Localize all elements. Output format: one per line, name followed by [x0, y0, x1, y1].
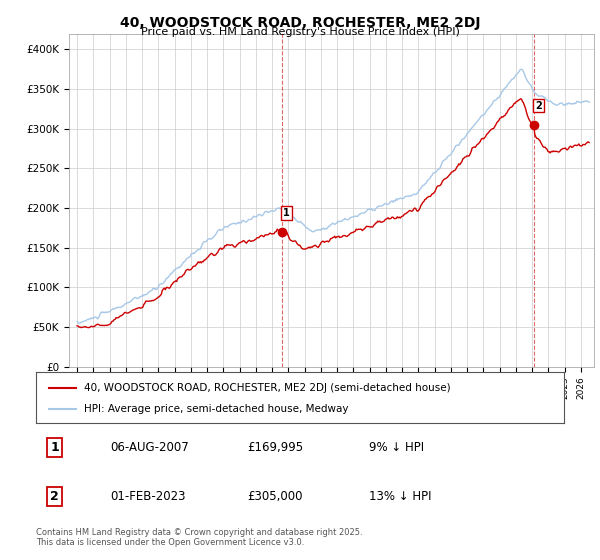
- Text: 40, WOODSTOCK ROAD, ROCHESTER, ME2 2DJ (semi-detached house): 40, WOODSTOCK ROAD, ROCHESTER, ME2 2DJ (…: [83, 382, 450, 393]
- Text: 40, WOODSTOCK ROAD, ROCHESTER, ME2 2DJ: 40, WOODSTOCK ROAD, ROCHESTER, ME2 2DJ: [120, 16, 480, 30]
- Text: 2: 2: [50, 489, 59, 503]
- Text: HPI: Average price, semi-detached house, Medway: HPI: Average price, semi-detached house,…: [83, 404, 348, 414]
- Text: 13% ↓ HPI: 13% ↓ HPI: [368, 489, 431, 503]
- Text: 2: 2: [535, 101, 542, 110]
- Text: Contains HM Land Registry data © Crown copyright and database right 2025.
This d: Contains HM Land Registry data © Crown c…: [36, 528, 362, 547]
- Text: 06-AUG-2007: 06-AUG-2007: [110, 441, 188, 454]
- Text: 9% ↓ HPI: 9% ↓ HPI: [368, 441, 424, 454]
- Text: 1: 1: [283, 208, 290, 218]
- Text: £305,000: £305,000: [247, 489, 303, 503]
- Text: 01-FEB-2023: 01-FEB-2023: [110, 489, 185, 503]
- Text: 1: 1: [50, 441, 59, 454]
- Text: £169,995: £169,995: [247, 441, 304, 454]
- Text: Price paid vs. HM Land Registry's House Price Index (HPI): Price paid vs. HM Land Registry's House …: [140, 27, 460, 38]
